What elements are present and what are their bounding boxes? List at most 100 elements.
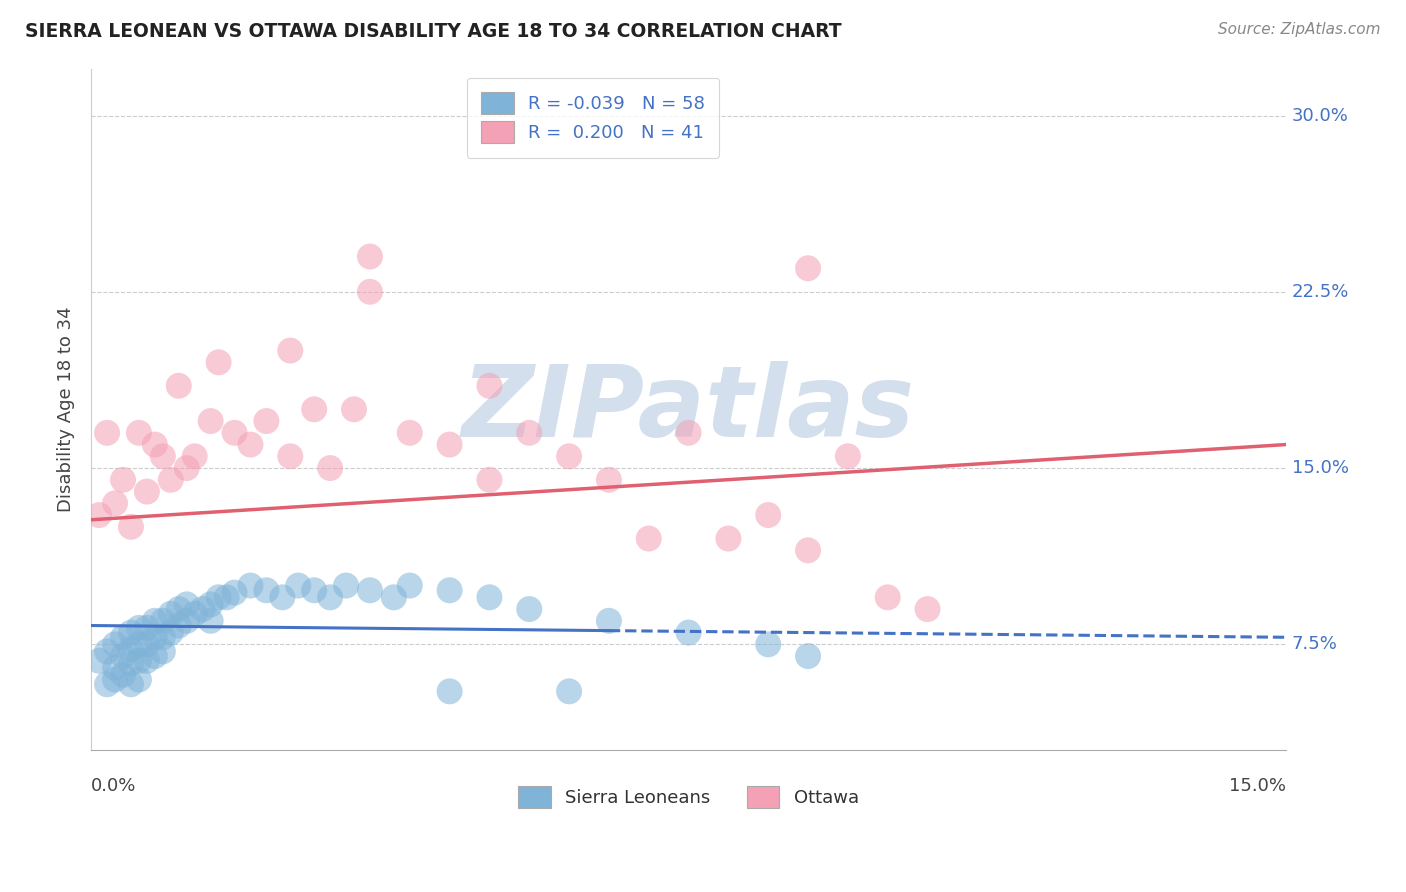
- Point: [143, 614, 166, 628]
- Point: [517, 602, 540, 616]
- Point: [111, 473, 134, 487]
- Point: [87, 508, 110, 522]
- Point: [917, 602, 939, 616]
- Point: [319, 591, 342, 605]
- Point: [128, 654, 150, 668]
- Point: [104, 661, 127, 675]
- Point: [302, 402, 325, 417]
- Point: [837, 450, 859, 464]
- Point: [120, 642, 142, 657]
- Point: [637, 532, 659, 546]
- Text: 30.0%: 30.0%: [1292, 106, 1348, 125]
- Point: [224, 585, 246, 599]
- Text: 22.5%: 22.5%: [1292, 283, 1350, 301]
- Point: [143, 437, 166, 451]
- Point: [207, 591, 229, 605]
- Point: [254, 583, 277, 598]
- Point: [382, 591, 405, 605]
- Point: [120, 520, 142, 534]
- Point: [176, 598, 198, 612]
- Point: [128, 673, 150, 687]
- Point: [439, 583, 461, 598]
- Text: 15.0%: 15.0%: [1229, 777, 1286, 796]
- Point: [135, 637, 157, 651]
- Point: [678, 425, 700, 440]
- Point: [167, 602, 190, 616]
- Point: [717, 532, 740, 546]
- Point: [159, 625, 181, 640]
- Point: [120, 677, 142, 691]
- Point: [797, 649, 820, 664]
- Point: [176, 461, 198, 475]
- Point: [797, 543, 820, 558]
- Point: [135, 654, 157, 668]
- Point: [96, 644, 118, 658]
- Point: [239, 578, 262, 592]
- Point: [278, 343, 301, 358]
- Point: [120, 625, 142, 640]
- Point: [152, 630, 174, 644]
- Point: [104, 637, 127, 651]
- Point: [167, 379, 190, 393]
- Point: [200, 598, 222, 612]
- Text: 0.0%: 0.0%: [91, 777, 136, 796]
- Point: [319, 461, 342, 475]
- Point: [224, 425, 246, 440]
- Point: [152, 614, 174, 628]
- Point: [96, 425, 118, 440]
- Point: [876, 591, 898, 605]
- Point: [558, 684, 581, 698]
- Point: [287, 578, 309, 592]
- Text: SIERRA LEONEAN VS OTTAWA DISABILITY AGE 18 TO 34 CORRELATION CHART: SIERRA LEONEAN VS OTTAWA DISABILITY AGE …: [25, 22, 842, 41]
- Point: [398, 425, 420, 440]
- Point: [128, 621, 150, 635]
- Point: [183, 450, 205, 464]
- Point: [439, 684, 461, 698]
- Y-axis label: Disability Age 18 to 34: Disability Age 18 to 34: [58, 307, 75, 512]
- Point: [343, 402, 366, 417]
- Point: [439, 437, 461, 451]
- Point: [478, 473, 501, 487]
- Point: [200, 414, 222, 428]
- Point: [271, 591, 294, 605]
- Point: [167, 618, 190, 632]
- Point: [111, 649, 134, 664]
- Point: [239, 437, 262, 451]
- Point: [335, 578, 357, 592]
- Point: [359, 583, 381, 598]
- Text: ZIPatlas: ZIPatlas: [463, 360, 915, 458]
- Legend: Sierra Leoneans, Ottawa: Sierra Leoneans, Ottawa: [503, 772, 873, 822]
- Point: [143, 649, 166, 664]
- Point: [191, 602, 214, 616]
- Point: [128, 425, 150, 440]
- Point: [96, 677, 118, 691]
- Point: [152, 644, 174, 658]
- Point: [478, 591, 501, 605]
- Point: [159, 473, 181, 487]
- Text: 7.5%: 7.5%: [1292, 635, 1339, 653]
- Point: [797, 261, 820, 276]
- Point: [87, 654, 110, 668]
- Point: [111, 630, 134, 644]
- Point: [104, 673, 127, 687]
- Point: [478, 379, 501, 393]
- Point: [207, 355, 229, 369]
- Point: [104, 496, 127, 510]
- Point: [111, 668, 134, 682]
- Text: 15.0%: 15.0%: [1292, 459, 1348, 477]
- Point: [135, 621, 157, 635]
- Point: [598, 473, 620, 487]
- Point: [558, 450, 581, 464]
- Point: [200, 614, 222, 628]
- Point: [756, 637, 779, 651]
- Point: [598, 614, 620, 628]
- Point: [254, 414, 277, 428]
- Point: [278, 450, 301, 464]
- Point: [302, 583, 325, 598]
- Point: [359, 285, 381, 299]
- Point: [120, 656, 142, 670]
- Point: [176, 614, 198, 628]
- Point: [135, 484, 157, 499]
- Point: [756, 508, 779, 522]
- Point: [183, 607, 205, 621]
